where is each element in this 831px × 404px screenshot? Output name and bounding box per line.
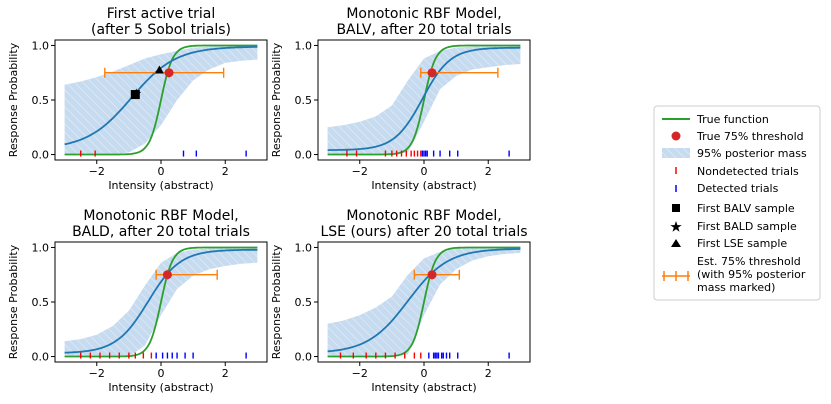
x-tick-label: 2: [222, 367, 229, 380]
y-axis-label: Response Probability: [270, 42, 283, 157]
legend-swatch-balv-sample: [672, 204, 680, 212]
y-axis-label: Response Probability: [7, 42, 20, 157]
y-tick-label: 0.5: [295, 94, 313, 107]
y-tick-label: 1.0: [32, 241, 50, 254]
chart-title-line: Monotonic RBF Model,: [346, 208, 501, 224]
legend-item-detected: Detected trials: [675, 182, 779, 195]
legend-label-lse-sample: First LSE sample: [697, 237, 787, 250]
x-axis-label: Intensity (abstract): [108, 179, 213, 192]
first-lse-sample-marker: [154, 65, 164, 74]
legend-frame: [653, 105, 821, 301]
legend-item-balv-sample: First BALV sample: [672, 202, 795, 215]
chart-title-line: (after 5 Sobol trials): [91, 22, 231, 38]
legend-label-nondetected: Nondetected trials: [697, 165, 799, 178]
x-axis-label: Intensity (abstract): [371, 179, 476, 192]
y-tick-label: 1.0: [32, 39, 50, 52]
panel-2: −2 0 2 0.0 0.5 1.0 Intensity (abstract) Respons…: [270, 6, 531, 192]
chart-title-line: Monotonic RBF Model,: [83, 208, 238, 224]
legend-label-true-threshold: True 75% threshold: [696, 130, 804, 143]
legend-label-est-threshold-line-3: mass marked): [697, 281, 775, 294]
chart-title-line: BALV, after 20 total trials: [336, 22, 511, 38]
chart-title-line: BALD, after 20 total trials: [72, 224, 250, 240]
legend-label-balv-sample: First BALV sample: [697, 202, 795, 215]
legend-swatch-posterior-hatch: [662, 148, 690, 158]
x-tick-label: −2: [89, 165, 105, 178]
x-tick-label: 0: [421, 367, 428, 380]
y-tick-label: 0.5: [32, 94, 50, 107]
x-tick-label: 0: [158, 165, 165, 178]
legend-item-est-threshold: Est. 75% threshold (with 95% posterior m…: [662, 255, 806, 294]
legend-item-lse-sample: First LSE sample: [671, 237, 787, 250]
x-tick-label: 2: [222, 165, 229, 178]
true-function-line: [64, 246, 258, 358]
legend-swatch-true-threshold: [671, 131, 681, 141]
legend-item-bald-sample: First BALD sample: [670, 220, 797, 233]
y-tick-label: 1.0: [295, 39, 313, 52]
x-tick-label: 2: [485, 367, 492, 380]
y-axis-label: Response Probability: [270, 244, 283, 359]
true-function-line: [327, 44, 521, 156]
y-tick-label: 0.0: [295, 149, 313, 162]
legend-swatch-bald-sample: [670, 221, 682, 232]
model-mean-line: [64, 248, 258, 354]
y-tick-label: 1.0: [295, 241, 313, 254]
x-tick-label: −2: [352, 367, 368, 380]
legend-item-true-threshold: True 75% threshold: [671, 130, 804, 143]
y-tick-label: 0.0: [32, 351, 50, 364]
legend-label-est-threshold-line-2: (with 95% posterior: [697, 268, 806, 281]
true-function-line: [64, 44, 258, 156]
y-tick-label: 0.0: [295, 351, 313, 364]
panel-3: −2 0 2 0.0 0.5 1.0 Intensity (abstract) Respons…: [7, 208, 268, 394]
legend: True function True 75% threshold 95% pos…: [653, 105, 821, 301]
legend-label-true-function: True function: [696, 113, 769, 126]
legend-label-detected: Detected trials: [697, 182, 779, 195]
panel-1: −2 0 2 0.0 0.5 1.0 Intensity (abstract) Respons…: [7, 6, 268, 192]
x-axis-label: Intensity (abstract): [371, 381, 476, 394]
true-function-line: [327, 246, 521, 358]
legend-item-nondetected: Nondetected trials: [675, 165, 799, 178]
model-mean-line: [64, 46, 258, 146]
true-threshold-marker: [162, 270, 172, 280]
x-tick-label: −2: [352, 165, 368, 178]
legend-label-est-threshold-line-1: Est. 75% threshold: [697, 255, 801, 268]
true-threshold-marker: [427, 270, 437, 280]
legend-item-posterior-mass: 95% posterior mass: [662, 147, 807, 160]
first-bald-sample-marker: [131, 88, 142, 98]
panel-4: −2 0 2 0.0 0.5 1.0 Intensity (abstract) Respons…: [270, 208, 531, 394]
legend-item-true-function: True function: [662, 113, 769, 126]
x-tick-label: 0: [421, 165, 428, 178]
y-tick-label: 0.5: [32, 296, 50, 309]
x-tick-label: 0: [158, 367, 165, 380]
legend-label-bald-sample: First BALD sample: [697, 220, 797, 233]
true-threshold-marker: [427, 68, 437, 78]
model-mean-line: [327, 46, 521, 151]
chart-title-line: Monotonic RBF Model,: [346, 6, 501, 22]
x-axis-label: Intensity (abstract): [108, 381, 213, 394]
y-tick-label: 0.0: [32, 149, 50, 162]
x-tick-label: −2: [89, 367, 105, 380]
panels: −2 0 2 0.0 0.5 1.0 Intensity (abstract) Respons…: [7, 6, 531, 394]
chart-title-line: First active trial: [107, 6, 216, 22]
model-mean-line: [327, 248, 521, 353]
chart-title-line: LSE (ours) after 20 total trials: [320, 224, 527, 240]
legend-swatch-lse-sample: [671, 239, 681, 247]
y-tick-label: 0.5: [295, 296, 313, 309]
true-threshold-marker: [164, 68, 174, 78]
legend-label-posterior-mass: 95% posterior mass: [697, 147, 807, 160]
x-tick-label: 2: [485, 165, 492, 178]
y-axis-label: Response Probability: [7, 244, 20, 359]
